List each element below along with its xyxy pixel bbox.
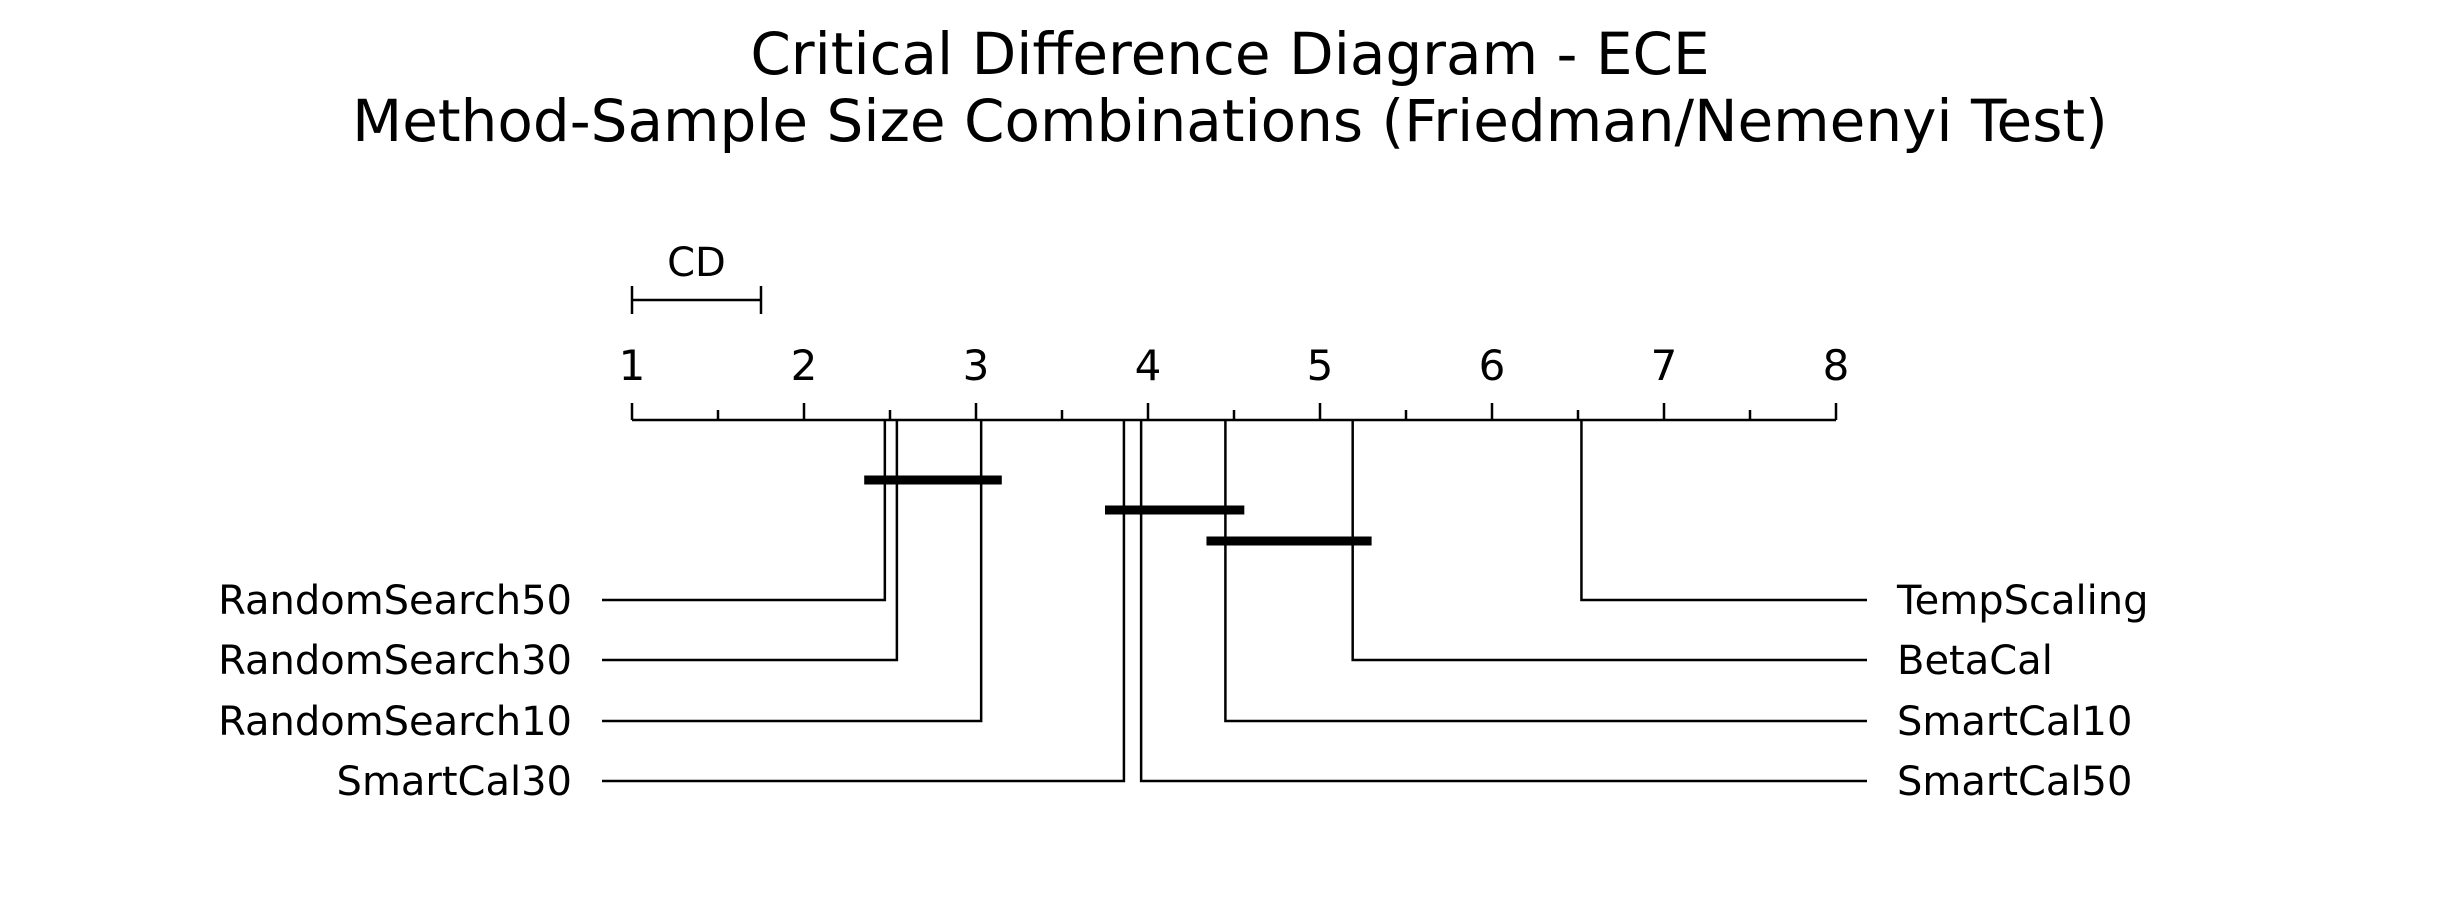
tick-label: 3 bbox=[963, 341, 990, 390]
method-line bbox=[1224, 420, 1867, 723]
rank-axis: 1 2 3 4 5 6 7 8 bbox=[619, 341, 1850, 422]
cd-label: CD bbox=[667, 240, 726, 286]
method-line bbox=[602, 420, 887, 602]
method-label: BetaCal bbox=[1897, 638, 2053, 684]
tick-label: 1 bbox=[619, 341, 646, 390]
method-label: RandomSearch10 bbox=[218, 699, 572, 745]
method-label: TempScaling bbox=[1896, 578, 2148, 624]
tick-label: 8 bbox=[1823, 341, 1850, 390]
tick-label: 6 bbox=[1479, 341, 1506, 390]
method-line bbox=[602, 420, 1126, 783]
method-lines: RandomSearch50 RandomSearch30 RandomSearch… bbox=[218, 420, 2148, 805]
method-label: RandomSearch30 bbox=[218, 638, 572, 684]
tick-label: 7 bbox=[1651, 341, 1678, 390]
method-label: SmartCal30 bbox=[337, 759, 572, 805]
tick-label: 2 bbox=[791, 341, 818, 390]
method-line bbox=[1351, 420, 1867, 662]
tick-label: 5 bbox=[1307, 341, 1334, 390]
method-line bbox=[1139, 420, 1867, 783]
method-label: SmartCal50 bbox=[1897, 759, 2132, 805]
title-line: Critical Difference Diagram - ECE bbox=[750, 20, 1710, 88]
method-label: SmartCal10 bbox=[1897, 699, 2132, 745]
method-line bbox=[1580, 420, 1867, 602]
subtitle-line: Method-Sample Size Combinations (Friedma… bbox=[352, 87, 2108, 155]
cd-indicator: CD bbox=[630, 240, 763, 314]
clique-bars bbox=[864, 475, 1372, 546]
tick-label: 4 bbox=[1135, 341, 1162, 390]
method-label: RandomSearch50 bbox=[218, 578, 572, 624]
method-line bbox=[602, 420, 983, 723]
method-line bbox=[602, 420, 899, 662]
